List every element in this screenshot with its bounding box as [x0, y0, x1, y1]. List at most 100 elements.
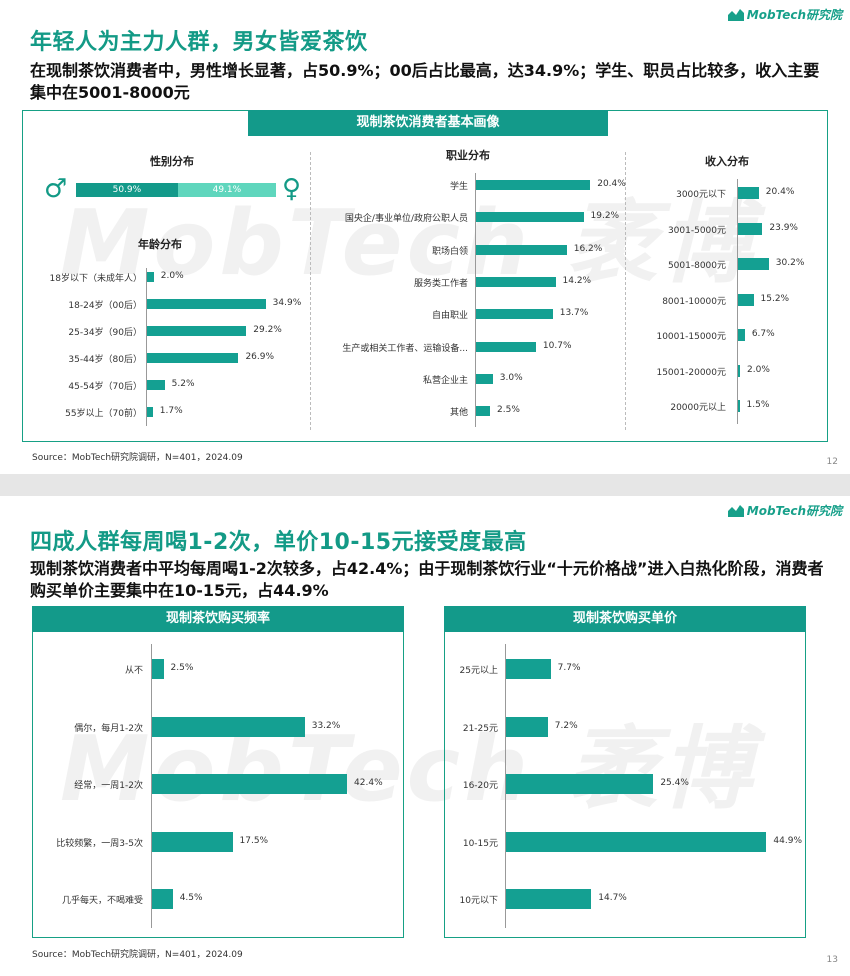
price-category-label: 10-15元: [462, 838, 498, 849]
age-value-label: 1.7%: [159, 406, 183, 416]
income-value-label: 30.2%: [775, 258, 805, 268]
income-bar: [738, 293, 754, 306]
freq-bar: [152, 659, 164, 679]
age-value-label: 5.2%: [171, 379, 195, 389]
age-category-label: 18-24岁（00后）: [68, 301, 142, 311]
price-category-label: 21-25元: [462, 723, 498, 734]
brand-name: MobTech研究院: [746, 504, 842, 518]
age-value-label: 34.9%: [272, 298, 302, 308]
freq-bar: [152, 774, 348, 794]
age-bar: [147, 299, 266, 309]
occupation-bar: [476, 276, 556, 287]
occupation-category-label: 职场白领: [431, 246, 468, 257]
income-category-label: 15001-20000元: [656, 367, 726, 378]
income-category-label: 3000元以下: [676, 190, 726, 200]
male-symbol-icon: ♂: [44, 174, 68, 204]
income-bar: [738, 258, 769, 270]
occupation-value-label: 20.4%: [597, 179, 626, 189]
column-divider: [310, 152, 311, 430]
price-bar: [506, 659, 551, 679]
age-value-label: 26.9%: [245, 352, 275, 362]
price-panel: [444, 606, 806, 938]
occupation-axis-line: [475, 172, 476, 428]
brand-name: MobTech研究院: [746, 8, 842, 22]
income-category-label: 8001-10000元: [662, 296, 726, 307]
price-bar: [506, 774, 654, 794]
price-bar: [506, 889, 592, 909]
income-value-label: 6.7%: [751, 329, 775, 339]
age-bar: [147, 353, 239, 363]
freq-category-label: 几乎每天，不喝难受: [61, 896, 143, 906]
price-value-label: 44.9%: [773, 835, 802, 846]
page-subtitle: 现制茶饮消费者中平均每周喝1-2次较多，占42.4%；由于现制茶饮行业“十元价格…: [30, 559, 824, 600]
price-category-label: 25元以上: [459, 666, 498, 676]
price-bar: [506, 716, 548, 737]
income-value-label: 2.0%: [747, 364, 770, 375]
income-section-title: 收入分布: [705, 155, 749, 168]
occupation-bar: [476, 180, 591, 190]
gender-male-label: 50.9%: [112, 185, 142, 195]
occupation-value-label: 3.0%: [499, 372, 523, 383]
brand-logo: MobTech研究院: [727, 6, 842, 23]
occupation-bar: [476, 406, 490, 417]
column-divider: [625, 152, 626, 430]
age-bar: [147, 326, 247, 336]
income-bar: [738, 329, 745, 341]
portrait-panel-title: 现制茶饮消费者基本画像: [248, 110, 608, 136]
source-note: Source：MobTech研究院调研，N=401，2024.09: [32, 950, 243, 960]
age-bar: [147, 380, 165, 390]
income-value-label: 20.4%: [765, 187, 795, 197]
income-value-label: 23.9%: [769, 222, 798, 233]
page-title: 四成人群每周喝1-2次，单价10-15元接受度最高: [30, 530, 527, 555]
occupation-category-label: 学生: [449, 182, 468, 192]
income-bar: [738, 364, 741, 377]
freq-value-label: 42.4%: [354, 778, 383, 788]
slide-12: MobTech研究院 MobTech 袤博 年轻人为主力人群，男女皆爱茶饮 在现…: [0, 0, 850, 474]
age-category-label: 25-34岁（90后）: [68, 328, 142, 338]
price-category-label: 16-20元: [462, 781, 498, 791]
occupation-category-label: 自由职业: [431, 311, 468, 322]
age-value-label: 2.0%: [160, 271, 184, 281]
page-subtitle: 在现制茶饮消费者中，男性增长显著，占50.9%；00后占比最高，达34.9%；学…: [30, 61, 820, 102]
brand-logo: MobTech研究院: [727, 502, 842, 519]
age-section-title: 年龄分布: [138, 238, 182, 251]
income-axis-line: [737, 179, 738, 424]
income-category-label: 5001-8000元: [667, 261, 726, 271]
slide-separator: [0, 474, 850, 496]
occupation-bar: [476, 244, 567, 255]
income-category-label: 10001-15000元: [656, 332, 726, 342]
price-value-label: 7.2%: [554, 720, 578, 731]
occupation-category-label: 生产或相关工作者、运输设备...: [342, 343, 468, 354]
occupation-category-label: 私营企业主: [422, 375, 468, 386]
page-number: 13: [826, 955, 838, 965]
freq-category-label: 经常，一周1-2次: [74, 781, 143, 791]
age-bar: [147, 407, 153, 417]
price-value-label: 25.4%: [660, 778, 689, 788]
price-panel-title: 现制茶饮购买单价: [444, 606, 806, 632]
occupation-section-title: 职业分布: [446, 149, 490, 162]
brand-logo-icon: [727, 8, 744, 21]
income-category-label: 3001-5000元: [667, 225, 726, 236]
freq-category-label: 从不: [124, 666, 143, 676]
occupation-value-label: 2.5%: [497, 405, 520, 416]
freq-value-label: 2.5%: [170, 663, 194, 673]
slide-13: MobTech研究院 MobTech 袤博 四成人群每周喝1-2次，单价10-1…: [0, 496, 850, 976]
gender-bar-male: 50.9%: [76, 183, 178, 197]
frequency-panel-title: 现制茶饮购买频率: [32, 606, 404, 632]
female-symbol-icon: ♀: [282, 174, 302, 204]
occupation-bar: [476, 373, 493, 384]
freq-value-label: 17.5%: [239, 835, 269, 846]
gender-bar-female: 49.1%: [177, 183, 276, 197]
income-bar: [738, 400, 740, 412]
price-axis-line: [505, 644, 506, 928]
gender-female-label: 49.1%: [212, 185, 242, 195]
age-value-label: 29.2%: [253, 325, 282, 335]
occupation-value-label: 19.2%: [590, 211, 620, 222]
price-category-label: 10元以下: [459, 896, 498, 906]
occupation-value-label: 10.7%: [542, 340, 572, 351]
freq-category-label: 偶尔，每月1-2次: [74, 723, 143, 734]
age-category-label: 55岁以上（70前）: [65, 409, 142, 419]
freq-value-label: 33.2%: [311, 720, 341, 731]
age-category-label: 18岁以下（未成年人）: [49, 274, 142, 284]
frequency-panel: [32, 606, 404, 938]
